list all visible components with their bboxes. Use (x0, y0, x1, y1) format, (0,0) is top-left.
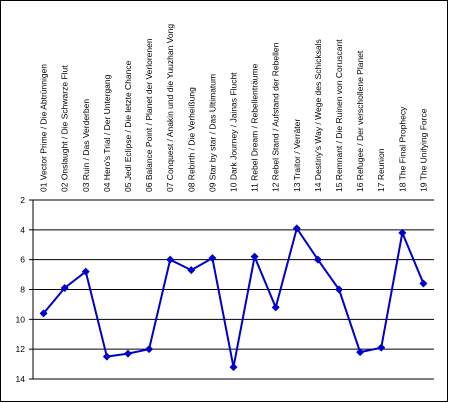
marker (166, 255, 175, 264)
x-tick-label: 15 Remnant / Die Ruinen von Coruscant (334, 39, 344, 192)
marker (356, 348, 365, 357)
x-tick-label: 01 Vector Prime / Die Abtrünnigen (39, 64, 49, 192)
marker (145, 345, 154, 354)
x-tick-label: 10 Dark Journey / Jainas Flucht (229, 72, 239, 192)
x-tick-label: 12 Rebel Stand / Aufstand der Rebellen (271, 42, 281, 192)
x-tick-label: 09 Star by star / Das Ultimatum (207, 74, 217, 192)
x-tick-label: 16 Refugee / Der verschollene Planet (355, 50, 365, 192)
marker (250, 252, 259, 261)
y-tick-label: 10 (16, 314, 26, 324)
marker (398, 228, 407, 237)
marker (39, 309, 48, 318)
y-tick-label: 2 (20, 195, 25, 205)
x-tick-label: 19 The Unifying Force (418, 108, 428, 192)
y-tick-label: 14 (16, 374, 26, 384)
y-tick-label: 6 (20, 255, 25, 265)
y-tick-label: 8 (20, 285, 25, 295)
y-tick-label: 12 (16, 344, 26, 354)
x-tick-label: 08 Rebirth / Die Verheißung (186, 87, 196, 192)
x-tick-label: 14 Destiny's Way / Wege des Schicksals (313, 39, 323, 192)
marker (60, 284, 69, 293)
x-tick-label: 06 Balance Point / Planet der Verlorenen (144, 38, 154, 192)
marker (335, 285, 344, 294)
x-tick-label: 05 Jedi Eclipse / Die letzte Chance (123, 60, 133, 192)
marker (271, 303, 280, 312)
marker (229, 363, 238, 372)
x-tick-label: 03 Ruin / Das Verderben (81, 99, 91, 192)
marker (377, 343, 386, 352)
marker (81, 267, 90, 276)
x-tick-label: 13 Traitor / Verräter (292, 119, 302, 192)
marker (208, 254, 217, 263)
marker (313, 255, 322, 264)
x-tick-label: 07 Conquest / Anakin und die Yuuzhan Von… (165, 24, 175, 192)
x-tick-label: 17 Reunion (376, 148, 386, 192)
marker (123, 349, 132, 358)
marker (419, 279, 428, 288)
x-tick-label: 18 The Final Prophecy (397, 106, 407, 192)
x-tick-label: 11 Rebel Dream / Rebellenträume (250, 63, 260, 192)
x-tick-label: 02 Onslaught / Die Schwarze Flut (60, 65, 70, 192)
y-tick-label: 4 (20, 225, 25, 235)
marker (102, 352, 111, 361)
x-tick-label: 04 Hero's Trial / Der Untergang (102, 74, 112, 192)
marker (187, 266, 196, 275)
marker (292, 224, 301, 233)
